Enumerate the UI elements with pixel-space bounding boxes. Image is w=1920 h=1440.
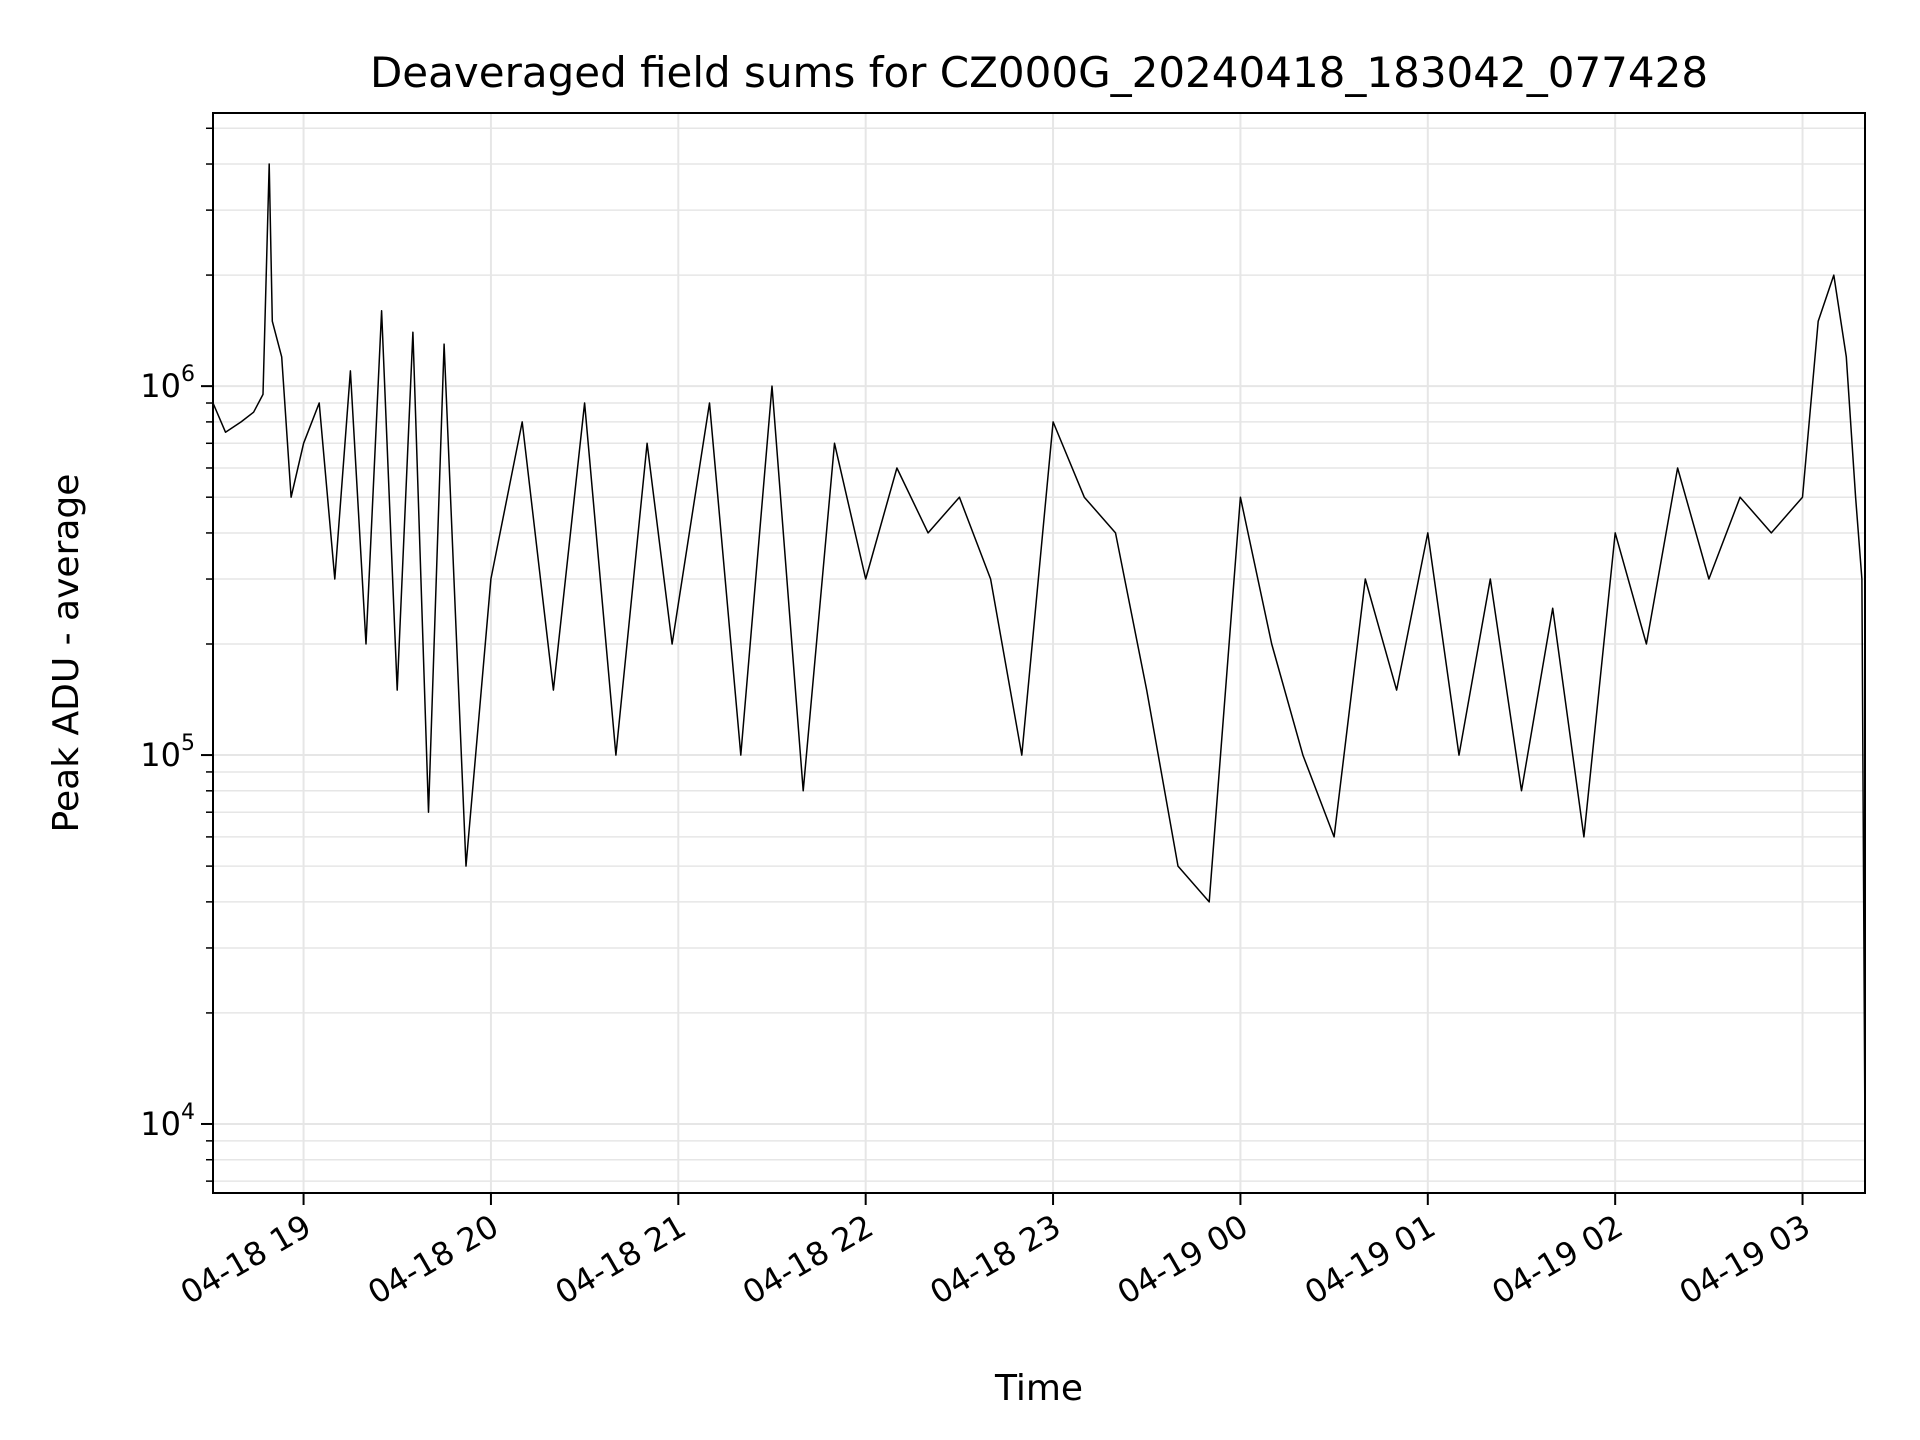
y-tick-label-exponent: 5 (181, 731, 195, 756)
series-line (212, 163, 1866, 1141)
series-layer (212, 163, 1866, 1141)
y-tick-label: 104 (140, 1100, 195, 1143)
y-axis-label: Peak ADU - average (46, 474, 87, 833)
grid (213, 113, 1865, 1193)
y-tick-label-exponent: 4 (181, 1100, 195, 1125)
y-tick-label-exponent: 6 (181, 362, 195, 387)
x-axis-label: Time (994, 1368, 1083, 1409)
plot-frame (212, 112, 1866, 1194)
y-tick-label-base: 10 (140, 367, 181, 405)
y-tick-label: 105 (140, 731, 195, 774)
y-tick-label-base: 10 (140, 736, 181, 774)
chart-title: Deaveraged field sums for CZ000G_2024041… (370, 48, 1708, 97)
y-tick-label: 106 (140, 362, 195, 405)
y-tick-label-base: 10 (140, 1105, 181, 1143)
